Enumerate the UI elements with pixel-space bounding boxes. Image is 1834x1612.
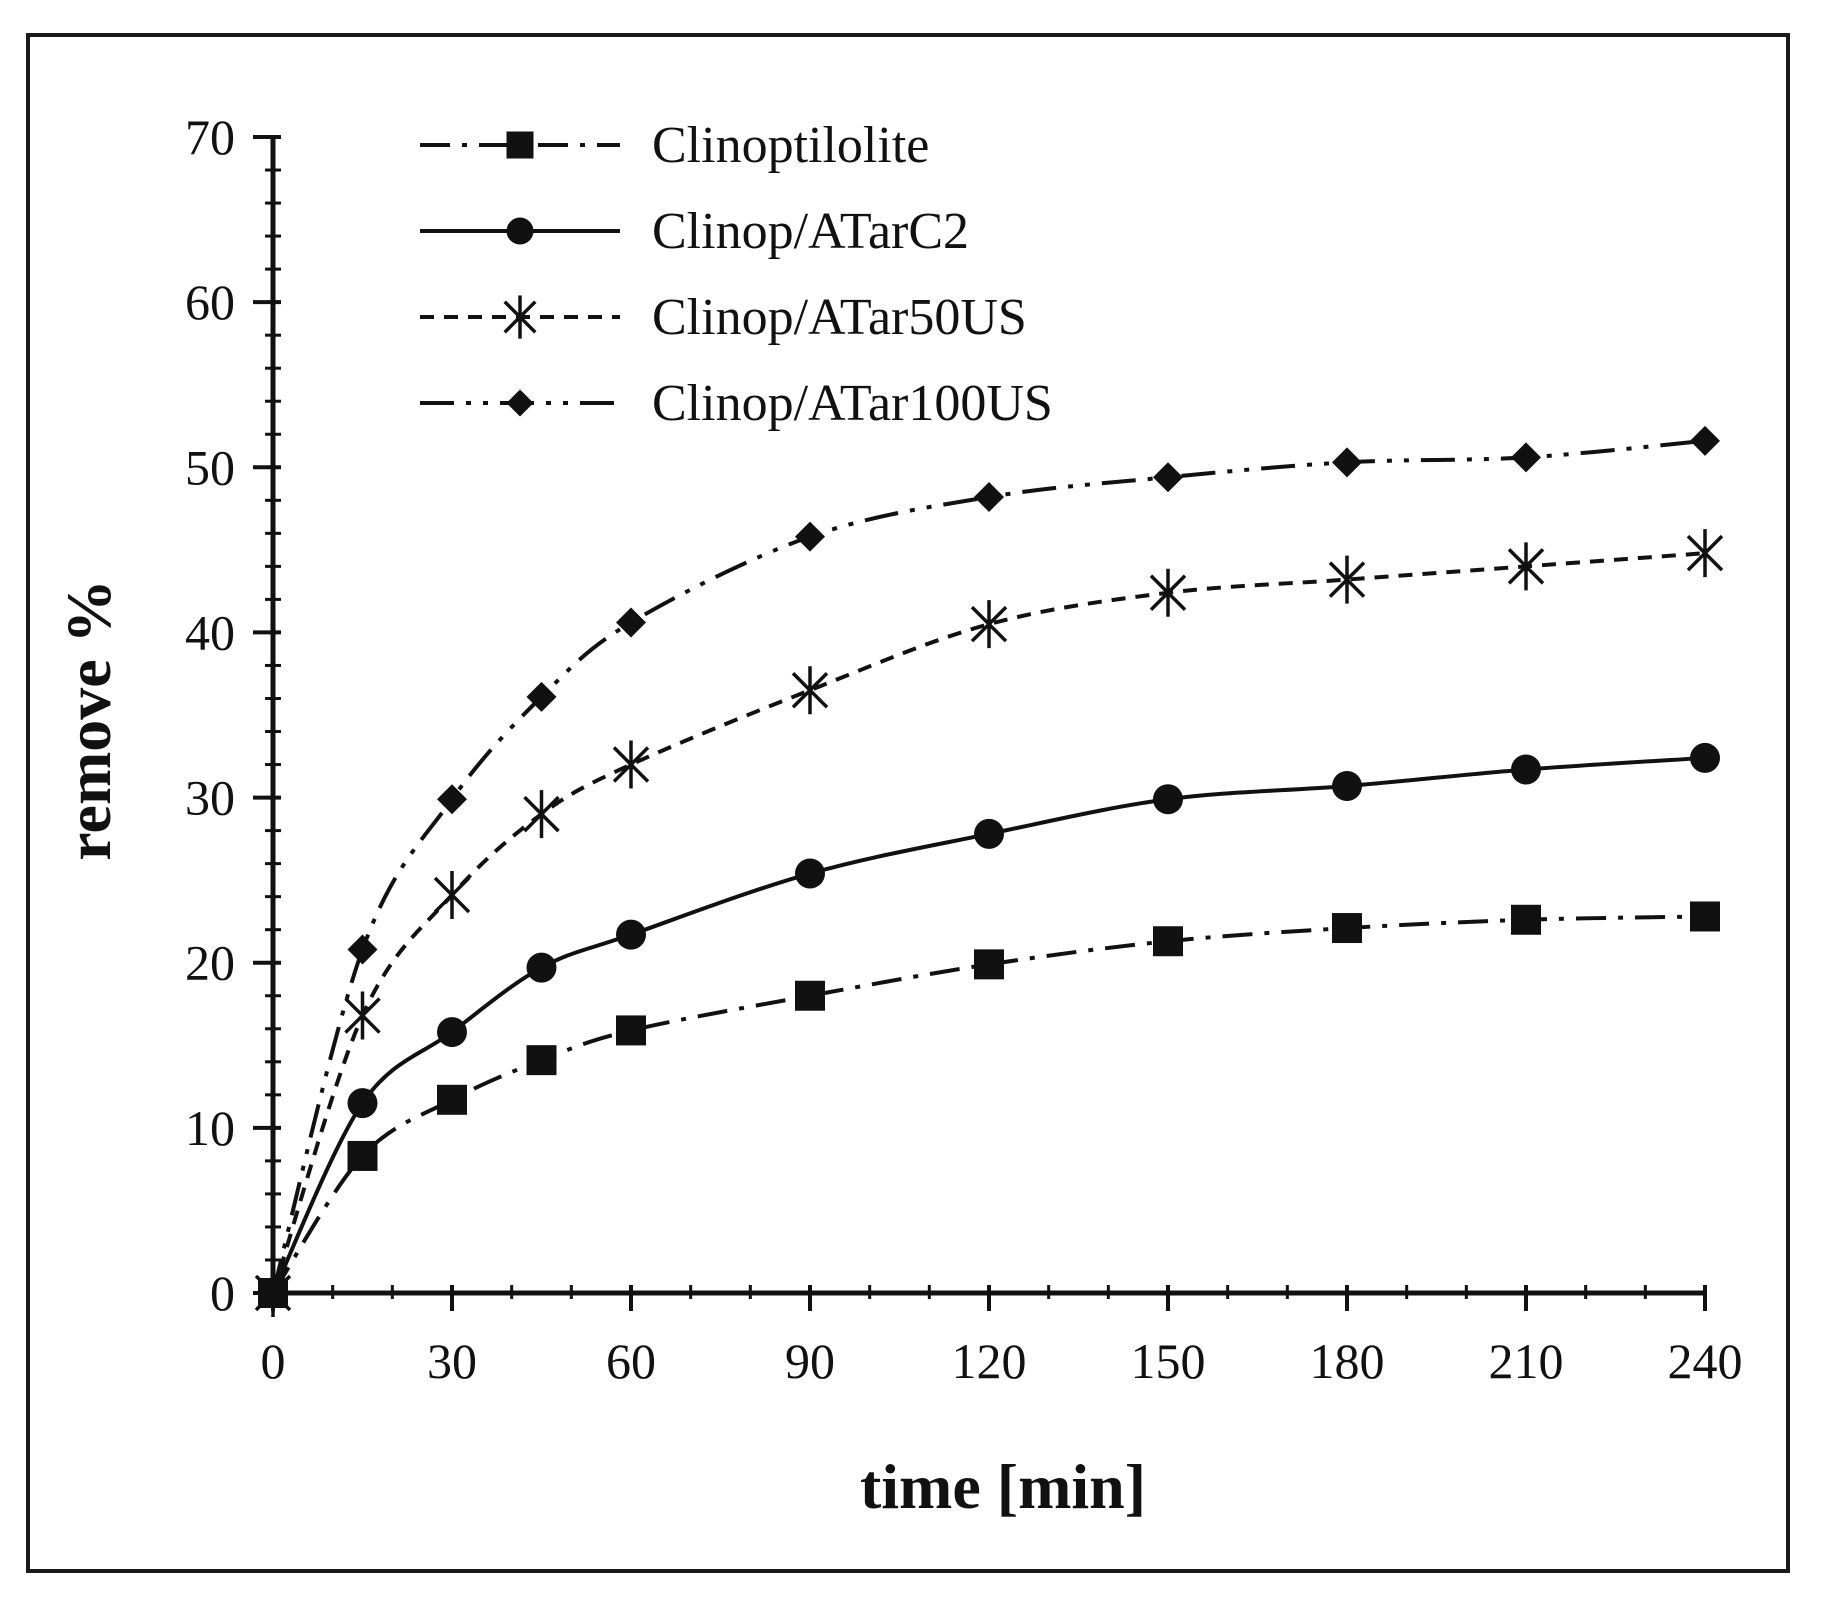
- legend: Clinoptilolite Clinop/ATarC2 Clinop/ATar50…: [420, 117, 1053, 432]
- legend-item: Clinoptilolite: [420, 117, 929, 174]
- data-point-asterisk: [1507, 542, 1545, 591]
- y-tick-label: 60: [185, 274, 235, 330]
- data-point-square: [974, 949, 1004, 980]
- legend-label: Clinop/ATarC2: [652, 203, 969, 260]
- data-point-asterisk: [344, 991, 381, 1040]
- data-point-asterisk: [1328, 555, 1366, 604]
- data-point-asterisk: [791, 666, 829, 715]
- series-line: [271, 755, 1706, 1294]
- data-point-diamond: [616, 607, 646, 638]
- x-axis-title: time [min]: [860, 1451, 1146, 1522]
- data-point-circle: [1511, 754, 1541, 785]
- data-point-circle: [795, 858, 825, 889]
- series-clinop-atar50us: [254, 529, 1724, 1317]
- data-point-circle: [974, 818, 1004, 849]
- data-point-square: [347, 1140, 378, 1171]
- legend-label: Clinop/ATar100US: [652, 375, 1053, 432]
- y-tick-label: 30: [185, 770, 235, 826]
- y-tick-label: 20: [185, 935, 235, 991]
- x-tick-label: 240: [1668, 1333, 1743, 1389]
- data-point-circle: [1332, 771, 1362, 802]
- series-layer: [254, 425, 1724, 1317]
- legend-item: Clinop/ATarC2: [420, 203, 969, 260]
- data-point-circle: [437, 1017, 467, 1048]
- data-point-square: [1332, 913, 1362, 944]
- legend-marker-asterisk: [503, 295, 537, 339]
- series-line: [271, 914, 1706, 1295]
- legend-item: Clinop/ATar50US: [420, 289, 1027, 346]
- series-line: [271, 438, 1706, 1294]
- x-tick-label: 150: [1131, 1333, 1206, 1389]
- data-point-circle: [347, 1088, 378, 1119]
- legend-marker-diamond: [506, 389, 534, 417]
- x-tick-label: 120: [952, 1333, 1027, 1389]
- data-point-asterisk: [612, 740, 650, 789]
- data-point-square: [1690, 901, 1720, 932]
- data-point-asterisk: [523, 790, 560, 839]
- data-point-diamond: [437, 784, 467, 815]
- data-point-asterisk: [1149, 568, 1187, 617]
- data-point-diamond: [1690, 425, 1720, 456]
- legend-item: Clinop/ATar100US: [420, 375, 1053, 432]
- legend-label: Clinoptilolite: [652, 117, 929, 174]
- axes: 0 10 20 30 40 50 60 70 0 30 60 90 120 150 180 210 240: [185, 109, 1743, 1389]
- y-tick-label: 0: [210, 1265, 235, 1321]
- data-point-square: [1511, 904, 1541, 935]
- legend-marker-square: [506, 131, 534, 159]
- x-tick-label: 210: [1489, 1333, 1564, 1389]
- x-tick-label: 0: [261, 1333, 286, 1389]
- data-point-asterisk: [433, 871, 471, 920]
- data-point-square: [526, 1045, 557, 1076]
- x-tick-label: 90: [785, 1333, 835, 1389]
- data-point-diamond: [974, 482, 1004, 513]
- y-axis-title: remove %: [53, 579, 124, 860]
- data-point-asterisk: [1686, 529, 1724, 578]
- series-clinoptilolite: [258, 901, 1720, 1308]
- x-tick-label: 60: [606, 1333, 656, 1389]
- chart-frame: [26, 33, 1790, 1573]
- data-point-diamond: [795, 521, 825, 552]
- series-line: [271, 551, 1706, 1294]
- data-point-diamond: [526, 681, 557, 712]
- x-tick-label: 180: [1310, 1333, 1385, 1389]
- data-point-diamond: [1153, 462, 1183, 493]
- data-point-square: [1153, 926, 1183, 957]
- data-point-diamond: [258, 1278, 288, 1308]
- x-tick-label: 30: [427, 1333, 477, 1389]
- data-point-diamond: [1511, 442, 1541, 473]
- data-point-diamond: [1332, 447, 1362, 478]
- legend-label: Clinop/ATar50US: [652, 289, 1027, 346]
- data-point-square: [616, 1015, 646, 1046]
- data-point-square: [437, 1084, 467, 1115]
- series-clinop-atarc2: [258, 742, 1720, 1308]
- series-clinop-atar100us: [258, 425, 1720, 1308]
- y-tick-label: 40: [185, 604, 235, 660]
- legend-marker-circle: [506, 217, 534, 245]
- y-tick-label: 50: [185, 439, 235, 495]
- data-point-circle: [1690, 742, 1720, 773]
- data-point-square: [795, 980, 825, 1011]
- data-point-circle: [616, 919, 646, 950]
- y-tick-label: 70: [185, 109, 235, 165]
- data-point-circle: [1153, 784, 1183, 815]
- y-tick-label: 10: [185, 1100, 235, 1156]
- data-point-diamond: [347, 934, 378, 965]
- data-point-asterisk: [970, 600, 1008, 649]
- data-point-circle: [526, 952, 557, 983]
